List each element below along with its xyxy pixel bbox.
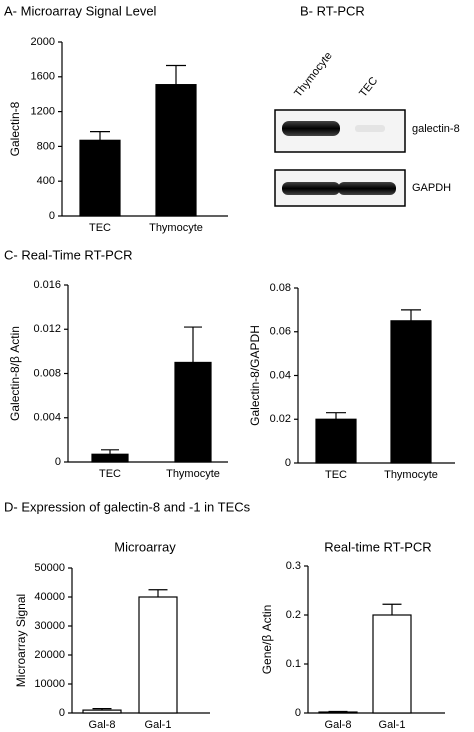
x-tick-label: Gal-8 — [89, 719, 116, 731]
x-tick-label: Thymocyte — [166, 468, 220, 480]
bar — [79, 139, 121, 217]
y-tick-label: 0.008 — [33, 367, 61, 379]
y-tick-label: 0.016 — [33, 279, 61, 291]
bar — [91, 453, 129, 463]
x-tick-label: TEC — [89, 222, 111, 234]
y-tick-label: 0 — [285, 457, 291, 469]
y-tick-label: 0.1 — [286, 658, 301, 670]
y-tick-label: 30000 — [34, 620, 65, 632]
y-axis-label: Galectin-8/β Actin — [8, 326, 22, 421]
x-tick-label: Gal-1 — [379, 719, 406, 731]
gel-band — [282, 182, 340, 195]
y-tick-label: 0 — [59, 707, 65, 719]
bar — [315, 418, 357, 464]
gel-band — [338, 182, 396, 195]
x-tick-label: Gal-1 — [145, 719, 172, 731]
y-axis-label: Gene/β Actin — [260, 605, 274, 675]
y-tick-label: 0.02 — [270, 413, 291, 425]
gel-band — [282, 121, 340, 136]
x-tick-label: Thymocyte — [384, 469, 438, 481]
chart-title: Microarray — [114, 539, 176, 554]
bar — [372, 614, 412, 714]
x-tick-label: Gal-8 — [325, 719, 352, 731]
lane-label: TEC — [357, 75, 380, 100]
y-tick-label: 400 — [37, 175, 55, 187]
bar — [138, 596, 178, 714]
x-tick-label: TEC — [325, 469, 347, 481]
gel-band — [355, 125, 385, 132]
y-tick-label: 1600 — [31, 71, 55, 83]
chart-title: Real-time RT-PCR — [324, 539, 431, 554]
band-label: GAPDH — [412, 182, 451, 194]
y-tick-label: 0.06 — [270, 326, 291, 338]
y-tick-label: 1200 — [31, 106, 55, 118]
bar — [174, 361, 212, 463]
y-tick-label: 0.08 — [270, 282, 291, 294]
lane-label: Thymocyte — [292, 50, 335, 100]
y-tick-label: 0.04 — [270, 369, 291, 381]
bar — [390, 320, 432, 464]
y-tick-label: 50000 — [34, 562, 65, 574]
bar — [155, 84, 197, 217]
bar — [82, 709, 122, 714]
y-tick-label: 800 — [37, 140, 55, 152]
panel-label: D- Expression of galectin-8 and -1 in TE… — [4, 499, 251, 514]
y-tick-label: 0 — [55, 456, 61, 468]
y-tick-label: 0.004 — [33, 412, 61, 424]
panel-label: B- RT-PCR — [300, 3, 365, 18]
y-tick-label: 10000 — [34, 678, 65, 690]
y-axis-label: Galectin-8/GAPDH — [248, 325, 262, 426]
chart-title: A- Microarray Signal Level — [4, 3, 157, 18]
y-tick-label: 0.012 — [33, 323, 61, 335]
y-tick-label: 40000 — [34, 591, 65, 603]
bar — [318, 711, 358, 714]
band-label: galectin-8 — [412, 123, 460, 135]
panel-label: C- Real-Time RT-PCR — [4, 247, 133, 262]
x-tick-label: Thymocyte — [149, 222, 203, 234]
y-tick-label: 20000 — [34, 649, 65, 661]
y-axis-label: Galectin-8 — [8, 101, 22, 156]
y-tick-label: 2000 — [31, 36, 55, 48]
y-tick-label: 0 — [49, 210, 55, 222]
y-tick-label: 0 — [295, 707, 301, 719]
y-axis-label: Microarray Signal — [14, 594, 28, 687]
y-tick-label: 0.2 — [286, 609, 301, 621]
y-tick-label: 0.3 — [286, 560, 301, 572]
x-tick-label: TEC — [99, 468, 121, 480]
